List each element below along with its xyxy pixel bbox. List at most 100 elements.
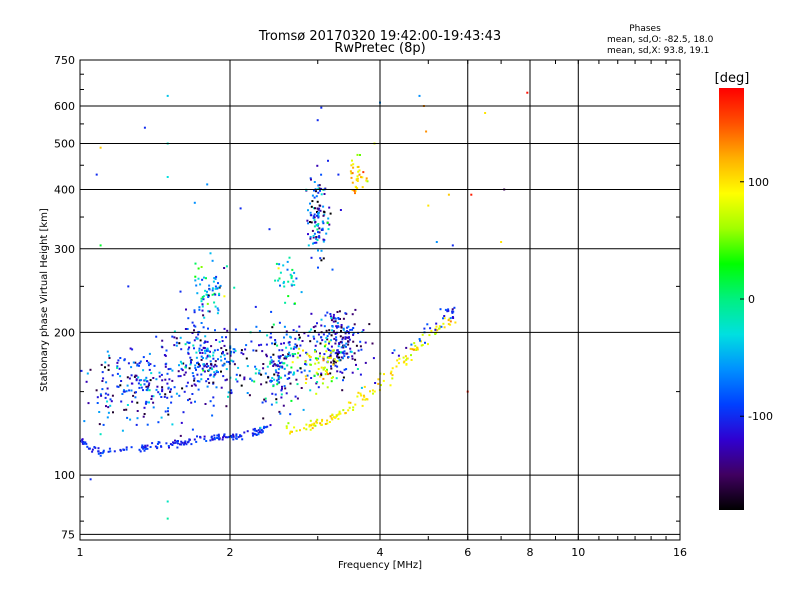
data-point-1268 <box>325 337 328 339</box>
data-point-721 <box>206 385 209 388</box>
data-point-890 <box>258 369 261 372</box>
data-point-921 <box>310 377 313 379</box>
data-point-1369 <box>315 236 318 238</box>
data-point-522 <box>193 383 196 386</box>
data-point-519 <box>149 379 152 382</box>
data-point-1407 <box>291 268 294 271</box>
data-point-557 <box>187 348 190 351</box>
data-point-154 <box>188 438 191 441</box>
data-point-804 <box>217 286 220 289</box>
data-point-1185 <box>359 373 362 376</box>
data-point-1481 <box>314 357 317 360</box>
data-point-563 <box>203 349 206 352</box>
data-point-228 <box>361 398 364 401</box>
data-point-1298 <box>322 257 325 260</box>
data-point-634 <box>230 389 233 392</box>
data-point-1228 <box>337 345 340 348</box>
data-point-1096 <box>340 324 343 326</box>
data-point-1285 <box>316 200 319 203</box>
data-point-380 <box>120 400 123 403</box>
data-point-1344 <box>339 209 342 211</box>
data-point-999 <box>289 335 292 338</box>
data-point-200 <box>326 419 329 422</box>
data-point-334 <box>449 317 452 320</box>
data-point-1272 <box>336 349 339 352</box>
data-point-178 <box>287 422 290 425</box>
data-point-1402 <box>277 279 280 282</box>
data-point-1136 <box>354 308 357 311</box>
data-point-1107 <box>341 389 344 392</box>
data-point-481 <box>136 410 139 412</box>
data-point-1194 <box>319 352 321 355</box>
data-point-888 <box>255 325 258 328</box>
data-point-805 <box>197 277 200 280</box>
data-point-1509 <box>351 181 354 184</box>
data-point-529 <box>116 366 119 369</box>
data-point-215 <box>361 404 364 407</box>
data-point-206 <box>421 344 424 346</box>
data-point-922 <box>262 417 265 420</box>
data-point-838 <box>193 311 196 314</box>
data-point-950 <box>261 401 264 404</box>
data-point-526 <box>164 410 167 413</box>
data-point-702 <box>202 357 204 359</box>
data-point-1447 <box>308 356 311 359</box>
data-point-1484 <box>357 170 360 173</box>
data-point-1177 <box>368 323 371 326</box>
data-point-1516 <box>354 185 357 188</box>
data-point-589 <box>205 348 208 351</box>
data-point-784 <box>219 284 222 287</box>
data-point-933 <box>285 333 288 336</box>
data-point-128 <box>255 430 258 433</box>
data-point-434 <box>104 396 107 399</box>
data-point-815 <box>208 288 211 291</box>
data-point-241 <box>328 421 331 423</box>
data-point-1325 <box>311 229 314 232</box>
data-point-899 <box>265 381 268 384</box>
data-point-1303 <box>318 231 321 234</box>
data-point-713 <box>209 400 212 403</box>
data-point-701 <box>199 339 202 342</box>
data-point-475 <box>136 364 139 367</box>
data-point-1193 <box>338 343 341 345</box>
data-point-1207 <box>348 338 351 341</box>
data-point-1318 <box>312 217 315 219</box>
data-point-472 <box>171 369 174 372</box>
data-point-1122 <box>334 364 337 367</box>
x-tick-label-4: 8 <box>527 546 534 559</box>
data-point-1384 <box>316 207 319 210</box>
data-point-356 <box>152 395 155 398</box>
data-point-266 <box>411 348 414 351</box>
data-point-1100 <box>321 339 324 342</box>
data-point-164 <box>232 438 235 441</box>
data-point-938 <box>254 305 257 308</box>
data-point-1405 <box>283 280 285 283</box>
data-point-532 <box>148 364 150 367</box>
data-point-81 <box>209 439 212 442</box>
data-point-640 <box>198 349 201 352</box>
data-point-1316 <box>317 249 319 252</box>
data-point-884 <box>287 353 290 356</box>
data-point-464 <box>164 393 167 396</box>
data-point-383 <box>180 367 183 370</box>
data-point-1452 <box>322 359 325 362</box>
data-point-444 <box>137 382 140 385</box>
data-point-661 <box>235 373 238 376</box>
data-point-343 <box>129 418 132 421</box>
data-point-1022 <box>248 394 251 397</box>
data-point-1444 <box>308 354 311 357</box>
data-point-1515 <box>356 180 359 182</box>
data-point-80 <box>119 449 122 452</box>
data-point-210 <box>310 424 312 427</box>
data-point-49 <box>177 442 179 445</box>
data-point-1044 <box>284 355 287 358</box>
data-point-355 <box>128 377 131 380</box>
data-point-582 <box>173 330 176 333</box>
data-point-1235 <box>352 332 355 335</box>
data-point-827 <box>205 277 207 280</box>
data-point-145 <box>82 442 85 445</box>
data-point-1460 <box>297 352 300 355</box>
data-point-260 <box>295 429 298 432</box>
data-point-404 <box>116 365 119 368</box>
data-point-101 <box>168 446 170 449</box>
